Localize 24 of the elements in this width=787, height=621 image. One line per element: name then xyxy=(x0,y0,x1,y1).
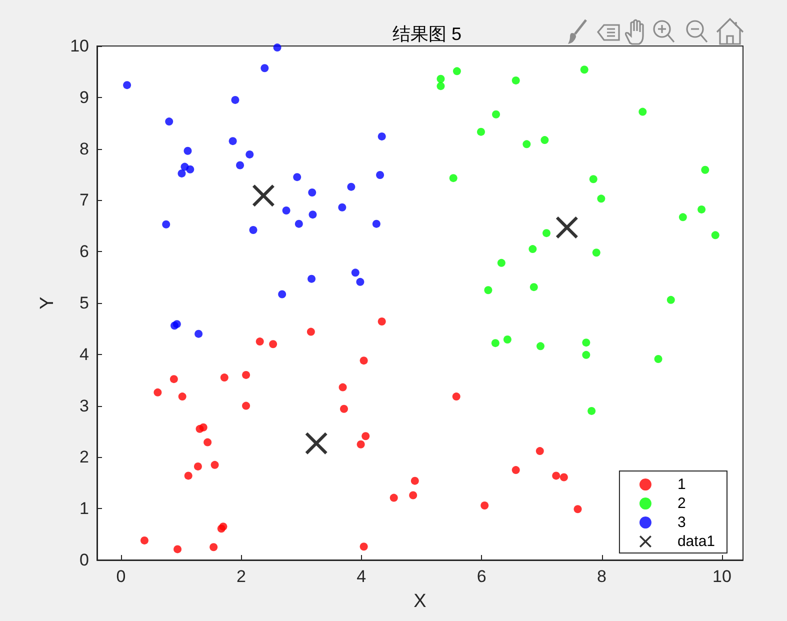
legend-label: 1 xyxy=(677,476,686,493)
x-tick-label: 2 xyxy=(236,567,246,586)
x-axis-title: X xyxy=(414,591,427,612)
y-tick-label: 3 xyxy=(80,396,89,416)
y-tick-label: 0 xyxy=(80,550,89,570)
y-tick-label: 9 xyxy=(80,88,89,107)
y-tick-label: 8 xyxy=(80,139,89,158)
y-tick-label: 4 xyxy=(80,344,89,364)
y-tick-label: 2 xyxy=(80,448,89,467)
x-tick-label: 8 xyxy=(597,567,607,586)
y-tick-label: 5 xyxy=(80,294,89,312)
y-tick-label: 10 xyxy=(70,36,89,56)
y-tick-label: 6 xyxy=(80,242,89,262)
y-tick-label: 7 xyxy=(80,190,89,210)
x-tick-label: 4 xyxy=(356,567,366,586)
x-tick-label: 10 xyxy=(712,567,732,586)
legend-label: data1 xyxy=(677,533,716,550)
x-tick-label: 6 xyxy=(476,567,486,586)
legend-label: 2 xyxy=(677,495,686,512)
x-tick-label: 0 xyxy=(116,567,126,586)
y-axis-title: Y xyxy=(37,296,58,310)
chart-title: 结果图 5 xyxy=(392,24,462,44)
legend-label: 3 xyxy=(677,514,686,531)
y-tick-label: 1 xyxy=(80,499,89,518)
